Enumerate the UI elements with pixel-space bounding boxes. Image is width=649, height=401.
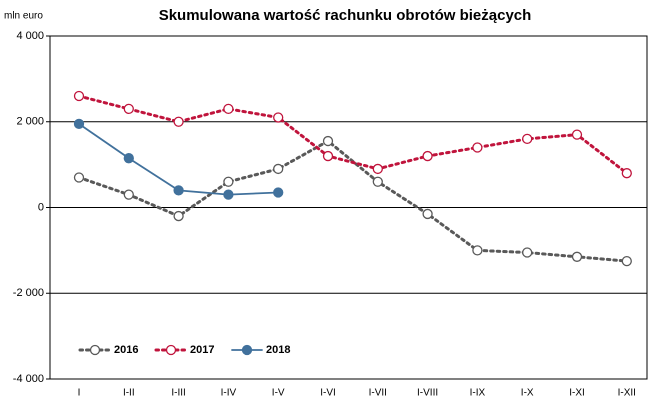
y-tick-label: -2 000 <box>13 287 44 299</box>
x-tick-label: I <box>78 388 81 399</box>
data-point <box>621 255 632 267</box>
y-tick-label: 2 000 <box>16 116 44 128</box>
data-point <box>322 135 334 147</box>
data-point <box>571 129 583 140</box>
x-tick-label: I-IV <box>221 388 237 399</box>
data-point <box>472 245 483 256</box>
legend-marker <box>165 344 177 356</box>
data-point <box>173 210 184 222</box>
x-tick-label: I-XII <box>618 388 636 399</box>
x-tick-label: I-VI <box>320 388 336 399</box>
data-point <box>621 168 632 179</box>
data-point <box>422 150 433 162</box>
x-tick-label: I-XI <box>569 388 585 399</box>
legend-label: 2017 <box>190 344 214 356</box>
legend-label: 2018 <box>266 344 290 356</box>
x-tick-label: I-IX <box>470 388 486 399</box>
y-tick-label: 0 <box>38 201 44 213</box>
y-tick-label: -4 000 <box>13 373 44 385</box>
x-tick-label: I-VII <box>369 388 387 399</box>
data-point <box>273 163 284 175</box>
y-tick-label: 4 000 <box>16 30 44 42</box>
data-point <box>273 187 284 198</box>
series-line <box>77 139 629 263</box>
data-point <box>123 189 134 200</box>
x-tick-label: I-V <box>272 388 285 399</box>
data-point <box>223 189 234 200</box>
data-point <box>173 116 184 127</box>
x-tick-label: I-II <box>123 388 135 399</box>
data-point <box>173 185 184 196</box>
legend-marker <box>89 344 101 356</box>
legend-label: 2016 <box>114 344 138 356</box>
data-point <box>223 176 234 187</box>
y-axis-label: mln euro <box>4 11 43 22</box>
data-point <box>223 103 234 115</box>
data-point <box>571 251 583 262</box>
data-point <box>73 90 85 102</box>
data-point <box>123 153 134 164</box>
chart-title: Skumulowana wartość rachunku obrotów bie… <box>159 7 532 24</box>
data-point <box>372 176 383 187</box>
data-point <box>522 247 533 258</box>
data-point <box>73 172 85 183</box>
series-line <box>77 94 629 175</box>
series-line <box>78 122 280 196</box>
data-point <box>73 118 85 130</box>
legend-marker <box>241 344 253 356</box>
data-point <box>372 163 383 175</box>
data-point <box>322 150 334 162</box>
data-point <box>522 133 533 145</box>
data-point <box>273 112 284 123</box>
x-tick-label: I-X <box>521 388 534 399</box>
data-point <box>422 208 433 220</box>
data-point <box>123 103 134 115</box>
data-point <box>472 142 483 153</box>
x-tick-label: I-III <box>171 388 185 399</box>
x-tick-label: I-VIII <box>417 388 438 399</box>
